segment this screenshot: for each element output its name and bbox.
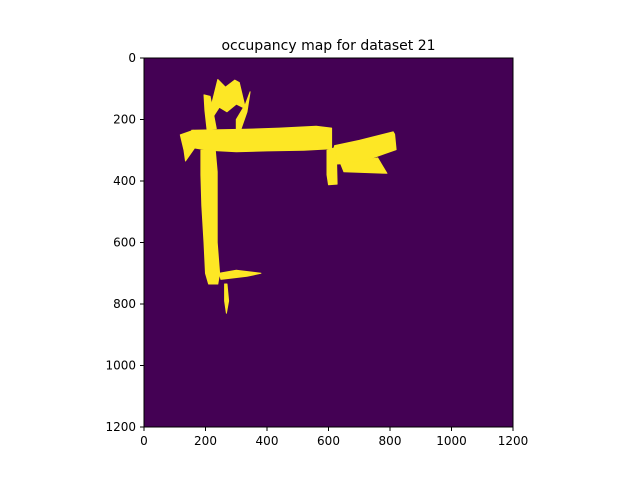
- x-tick-label: 400: [256, 434, 279, 448]
- occupied-region-upper-spike-right: [235, 91, 251, 130]
- y-tick-label: 200: [113, 113, 136, 127]
- occupied-region-upper-spike-left: [203, 94, 217, 130]
- occupied-region-lower-tail-right: [218, 269, 262, 280]
- occupied-region-right-room-step: [326, 146, 338, 186]
- x-tick-label: 800: [379, 434, 402, 448]
- x-tick-label: 1200: [498, 434, 529, 448]
- occupied-regions: [179, 79, 397, 314]
- y-tick-label: 800: [113, 297, 136, 311]
- x-tick-label: 600: [317, 434, 340, 448]
- plot-area: [143, 57, 514, 428]
- occupied-region-lower-tail: [224, 283, 230, 314]
- occupied-region-right-room-lower: [340, 157, 388, 174]
- occupied-region-horizontal-corridor: [191, 125, 333, 153]
- y-tick-label: 400: [113, 174, 136, 188]
- y-tick-label: 1200: [105, 420, 136, 434]
- y-tick-label: 600: [113, 236, 136, 250]
- x-tick-label: 0: [140, 434, 148, 448]
- heatmap-background: [144, 58, 513, 427]
- y-tick-label: 1000: [105, 359, 136, 373]
- x-tick-label: 200: [194, 434, 217, 448]
- y-tick-label: 0: [128, 51, 136, 65]
- x-tick-label: 1000: [436, 434, 467, 448]
- occupied-region-left-wing: [179, 129, 196, 162]
- occupied-region-vertical-corridor: [200, 149, 221, 285]
- chart-title: occupancy map for dataset 21: [221, 38, 435, 54]
- x-axis: 0 200 400 600 800 1000 1200: [140, 427, 528, 448]
- y-axis: 0 200 400 600 800 1000 1200: [105, 51, 144, 434]
